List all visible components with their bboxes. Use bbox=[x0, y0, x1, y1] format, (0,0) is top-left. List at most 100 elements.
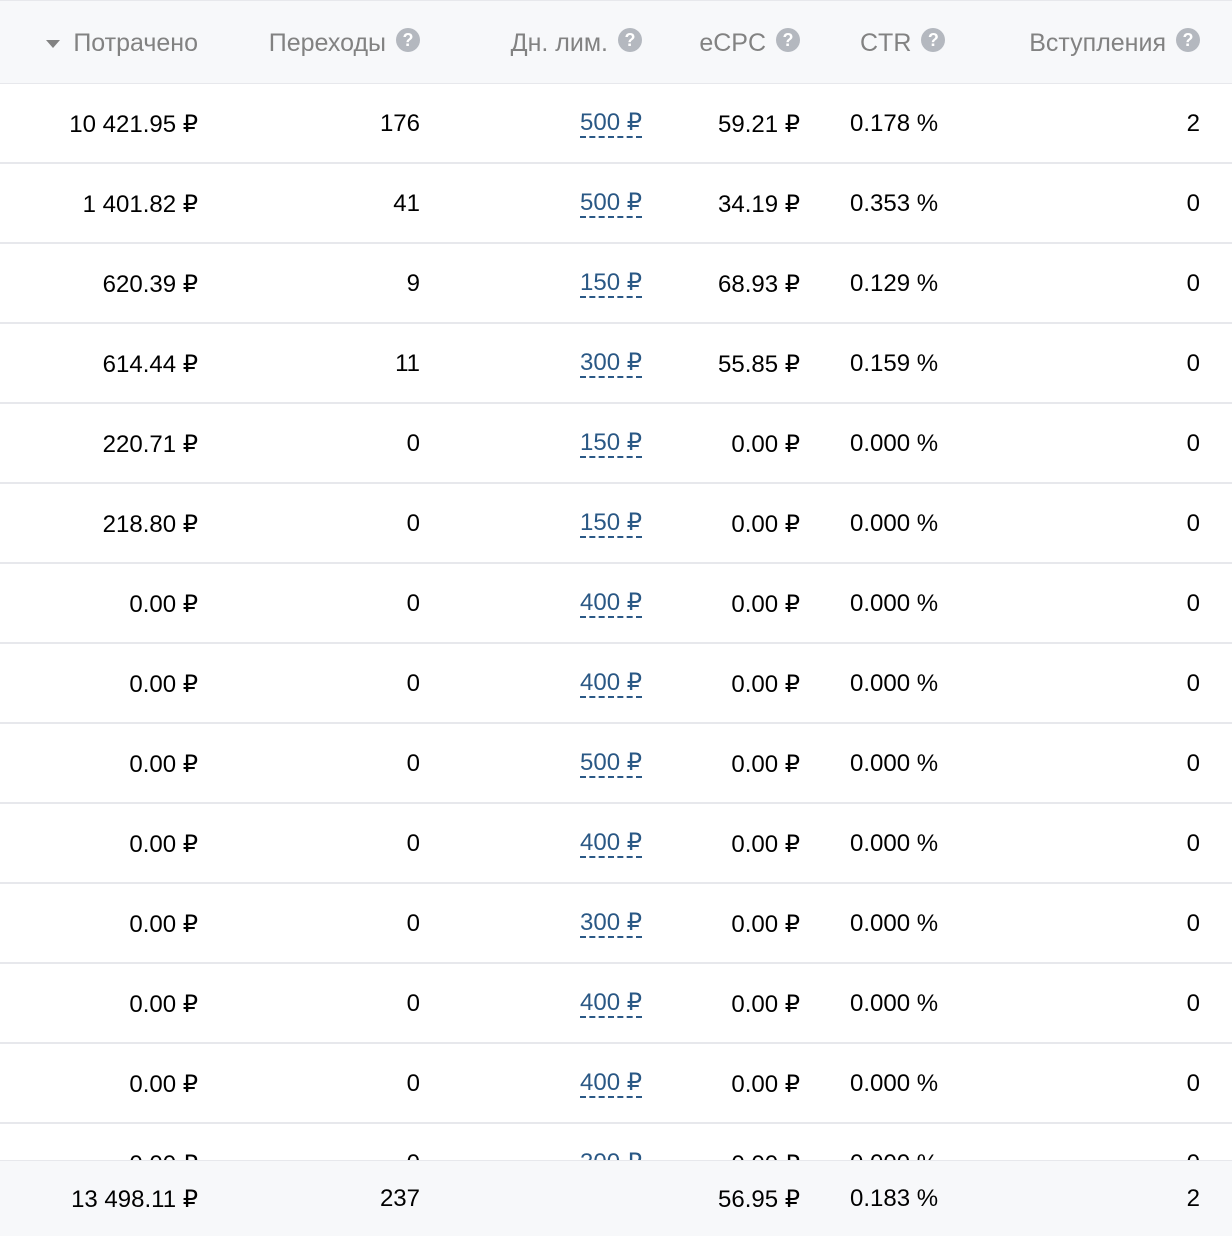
daily-limit-link[interactable]: 150 ₽ bbox=[580, 429, 642, 458]
table-row: 0.00 ₽ 0 400 ₽ 0.00 ₽ 0.000 % 0 bbox=[0, 644, 1232, 724]
help-icon[interactable]: ? bbox=[618, 28, 642, 52]
column-header-label: Потрачено bbox=[73, 28, 198, 57]
cell-ctr: 0.129 % bbox=[850, 270, 939, 297]
help-icon[interactable]: ? bbox=[921, 28, 946, 52]
daily-limit-link[interactable]: 400 ₽ bbox=[580, 1069, 642, 1098]
table-row: 614.44 ₽ 11 300 ₽ 55.85 ₽ 0.159 % 0 bbox=[0, 324, 1232, 404]
cell-ecpc: 0.00 ₽ bbox=[731, 510, 800, 538]
column-header-label: Дн. лим. bbox=[510, 28, 608, 57]
cell-ctr: 0.000 % bbox=[850, 1070, 939, 1097]
table-row: 620.39 ₽ 9 150 ₽ 68.93 ₽ 0.129 % 0 bbox=[0, 244, 1232, 324]
total-ctr: 0.183 % bbox=[850, 1185, 939, 1212]
cell-clicks: 0 bbox=[406, 750, 420, 777]
column-header-daily-limit[interactable]: Дн. лим. ? bbox=[420, 1, 642, 85]
cell-daily-limit: 400 ₽ bbox=[420, 1044, 642, 1124]
daily-limit-link[interactable]: 400 ₽ bbox=[580, 829, 642, 858]
cell-daily-limit: 150 ₽ bbox=[420, 244, 642, 324]
cell-clicks: 0 bbox=[406, 990, 420, 1017]
daily-limit-link[interactable]: 500 ₽ bbox=[580, 109, 642, 138]
cell-clicks: 41 bbox=[393, 190, 420, 217]
table-row: 218.80 ₽ 0 150 ₽ 0.00 ₽ 0.000 % 0 bbox=[0, 484, 1232, 564]
cell-spent: 1 401.82 ₽ bbox=[82, 190, 198, 218]
cell-spent: 0.00 ₽ bbox=[129, 990, 198, 1018]
cell-ctr: 0.353 % bbox=[850, 190, 939, 217]
cell-ctr: 0.000 % bbox=[850, 750, 939, 777]
daily-limit-link[interactable]: 400 ₽ bbox=[580, 669, 642, 698]
cell-ctr: 0.000 % bbox=[850, 430, 939, 457]
cell-ctr: 0.000 % bbox=[850, 990, 939, 1017]
cell-joins: 0 bbox=[1186, 830, 1200, 857]
cell-ecpc: 0.00 ₽ bbox=[731, 670, 800, 698]
cell-joins: 0 bbox=[1186, 670, 1200, 697]
help-icon[interactable]: ? bbox=[396, 28, 420, 52]
table-row: 0.00 ₽ 0 400 ₽ 0.00 ₽ 0.000 % 0 bbox=[0, 1044, 1232, 1124]
cell-daily-limit: 300 ₽ bbox=[420, 884, 642, 964]
cell-joins: 0 bbox=[1186, 750, 1200, 777]
cell-joins: 0 bbox=[1186, 350, 1200, 377]
help-icon[interactable]: ? bbox=[1176, 28, 1200, 52]
cell-joins: 0 bbox=[1186, 1070, 1200, 1097]
cell-joins: 0 bbox=[1186, 430, 1200, 457]
column-header-spent[interactable]: Потрачено bbox=[0, 1, 198, 85]
cell-clicks: 0 bbox=[406, 670, 420, 697]
table-totals-row: 13 498.11 ₽ 237 56.95 ₽ 0.183 % 2 bbox=[0, 1160, 1232, 1236]
cell-clicks: 0 bbox=[406, 510, 420, 537]
column-header-label: eCPC bbox=[699, 28, 766, 57]
cell-ctr: 0.000 % bbox=[850, 510, 939, 537]
column-header-ctr[interactable]: CTR ? bbox=[850, 1, 1000, 85]
cell-daily-limit: 500 ₽ bbox=[420, 84, 642, 164]
total-ecpc: 56.95 ₽ bbox=[718, 1185, 800, 1213]
cell-spent: 0.00 ₽ bbox=[129, 750, 198, 778]
daily-limit-link[interactable]: 400 ₽ bbox=[580, 589, 642, 618]
cell-ecpc: 0.00 ₽ bbox=[731, 430, 800, 458]
cell-ecpc: 55.85 ₽ bbox=[718, 350, 800, 378]
cell-ctr: 0.000 % bbox=[850, 830, 939, 857]
cell-daily-limit: 500 ₽ bbox=[420, 164, 642, 244]
cell-clicks: 0 bbox=[406, 830, 420, 857]
daily-limit-link[interactable]: 150 ₽ bbox=[580, 269, 642, 298]
cell-clicks: 0 bbox=[406, 430, 420, 457]
daily-limit-link[interactable]: 500 ₽ bbox=[580, 749, 642, 778]
column-header-joins[interactable]: Вступления ? bbox=[990, 1, 1200, 85]
cell-ecpc: 0.00 ₽ bbox=[731, 990, 800, 1018]
table-row: 10 421.95 ₽ 176 500 ₽ 59.21 ₽ 0.178 % 2 bbox=[0, 84, 1232, 164]
cell-spent: 0.00 ₽ bbox=[129, 590, 198, 618]
daily-limit-link[interactable]: 300 ₽ bbox=[580, 909, 642, 938]
cell-clicks: 9 bbox=[406, 270, 420, 297]
table-row: 1 401.82 ₽ 41 500 ₽ 34.19 ₽ 0.353 % 0 bbox=[0, 164, 1232, 244]
table-row: 0.00 ₽ 0 400 ₽ 0.00 ₽ 0.000 % 0 bbox=[0, 964, 1232, 1044]
cell-joins: 0 bbox=[1186, 910, 1200, 937]
column-header-label: Переходы bbox=[268, 28, 386, 57]
help-icon[interactable]: ? bbox=[776, 28, 800, 52]
cell-joins: 0 bbox=[1186, 190, 1200, 217]
cell-daily-limit: 150 ₽ bbox=[420, 484, 642, 564]
daily-limit-link[interactable]: 400 ₽ bbox=[580, 989, 642, 1018]
cell-ecpc: 0.00 ₽ bbox=[731, 1070, 800, 1098]
cell-ctr: 0.000 % bbox=[850, 910, 939, 937]
table-row: 0.00 ₽ 0 300 ₽ 0.00 ₽ 0.000 % 0 bbox=[0, 884, 1232, 964]
column-header-clicks[interactable]: Переходы ? bbox=[198, 1, 420, 85]
cell-daily-limit: 500 ₽ bbox=[420, 724, 642, 804]
daily-limit-link[interactable]: 150 ₽ bbox=[580, 509, 642, 538]
cell-daily-limit: 400 ₽ bbox=[420, 964, 642, 1044]
cell-ecpc: 0.00 ₽ bbox=[731, 590, 800, 618]
cell-joins: 0 bbox=[1186, 990, 1200, 1017]
cell-spent: 10 421.95 ₽ bbox=[69, 110, 198, 138]
table-row: 220.71 ₽ 0 150 ₽ 0.00 ₽ 0.000 % 0 bbox=[0, 404, 1232, 484]
cell-clicks: 0 bbox=[406, 590, 420, 617]
sort-desc-icon[interactable] bbox=[46, 40, 61, 48]
daily-limit-link[interactable]: 500 ₽ bbox=[580, 189, 642, 218]
cell-spent: 0.00 ₽ bbox=[129, 830, 198, 858]
cell-clicks: 176 bbox=[379, 110, 420, 137]
total-clicks: 237 bbox=[379, 1185, 420, 1212]
table-header: Потрачено Переходы ? Дн. лим. ? eCPC ? C… bbox=[0, 0, 1232, 84]
total-spent: 13 498.11 ₽ bbox=[71, 1185, 198, 1213]
cell-ecpc: 0.00 ₽ bbox=[731, 750, 800, 778]
cell-spent: 218.80 ₽ bbox=[102, 510, 198, 538]
cell-ctr: 0.000 % bbox=[850, 670, 939, 697]
daily-limit-link[interactable]: 300 ₽ bbox=[580, 349, 642, 378]
table-row: 0.00 ₽ 0 500 ₽ 0.00 ₽ 0.000 % 0 bbox=[0, 724, 1232, 804]
column-header-ecpc[interactable]: eCPC ? bbox=[642, 1, 800, 85]
cell-spent: 220.71 ₽ bbox=[102, 430, 198, 458]
